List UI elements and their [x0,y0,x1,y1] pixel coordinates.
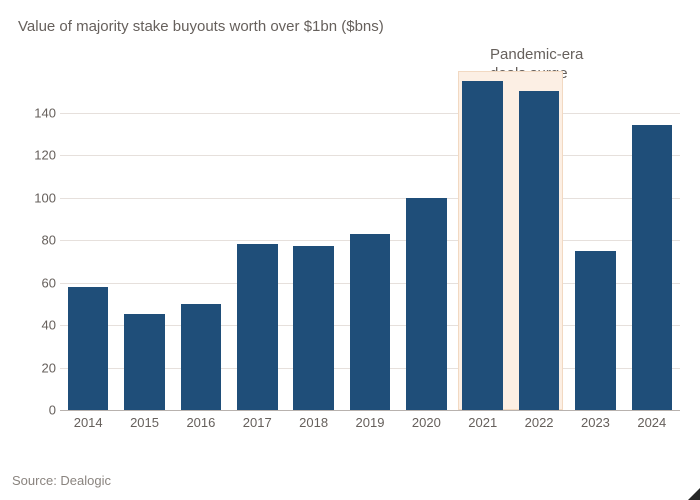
x-axis-label: 2020 [412,415,441,430]
y-axis-label: 140 [30,105,56,120]
gridline [60,155,680,156]
source-text: Source: Dealogic [12,473,111,488]
bar [293,246,334,410]
bar [519,91,560,410]
bar [68,287,109,410]
x-axis-label: 2023 [581,415,610,430]
x-axis-label: 2018 [299,415,328,430]
gridline [60,410,680,411]
x-axis-label: 2015 [130,415,159,430]
corner-fold-icon [688,488,700,500]
y-axis-label: 0 [30,403,56,418]
x-axis-label: 2017 [243,415,272,430]
y-axis-label: 60 [30,275,56,290]
plot-area: 020406080100120140 [60,70,680,410]
x-axis-label: 2021 [468,415,497,430]
bar [181,304,222,410]
bar [462,81,503,410]
bar [237,244,278,410]
y-axis-label: 120 [30,148,56,163]
bar [632,125,673,410]
gridline [60,198,680,199]
y-axis-label: 40 [30,318,56,333]
bar [575,251,616,410]
chart-container: 020406080100120140 201420152016201720182… [30,60,680,440]
chart-subtitle: Value of majority stake buyouts worth ov… [18,18,384,35]
bar [350,234,391,410]
x-axis-label: 2022 [525,415,554,430]
y-axis-label: 20 [30,360,56,375]
bar [406,198,447,411]
y-axis-label: 100 [30,190,56,205]
x-axis-label: 2024 [637,415,666,430]
x-axis-label: 2014 [74,415,103,430]
bar [124,314,165,410]
gridline [60,113,680,114]
y-axis-label: 80 [30,233,56,248]
x-axis-label: 2016 [186,415,215,430]
x-axis-label: 2019 [356,415,385,430]
